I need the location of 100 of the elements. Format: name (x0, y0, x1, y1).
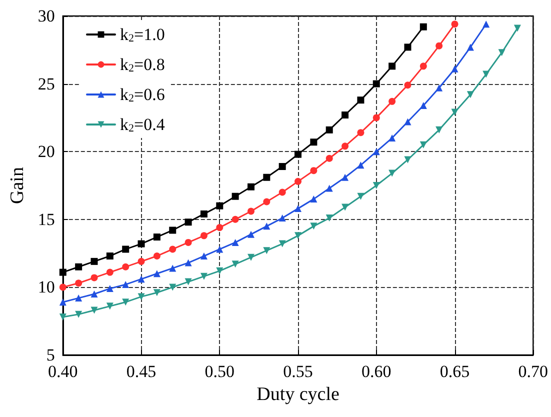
point (310, 222, 318, 230)
point (216, 202, 224, 210)
point (372, 148, 380, 156)
x-axis-title: Duty cycle (256, 384, 340, 405)
point (169, 246, 176, 253)
y-tick-label: 25 (38, 74, 55, 94)
point (169, 226, 176, 234)
point (372, 80, 380, 88)
point (59, 268, 66, 276)
point (357, 162, 364, 169)
point (59, 298, 66, 306)
point (184, 238, 192, 246)
point (342, 142, 349, 150)
point (153, 234, 160, 241)
point (326, 184, 333, 192)
point (342, 111, 349, 118)
point (122, 246, 130, 253)
point (278, 188, 286, 196)
point (247, 183, 254, 190)
y-axis-title: Gain (7, 166, 28, 204)
y-tick-label: 20 (38, 142, 55, 162)
point (138, 293, 145, 300)
point (420, 62, 427, 70)
point (184, 259, 192, 266)
point (90, 274, 98, 282)
point (404, 118, 412, 126)
point (232, 238, 239, 246)
x-tick-label: 0.60 (362, 362, 392, 381)
point (106, 302, 114, 310)
point (388, 98, 396, 105)
point (200, 252, 208, 260)
point (200, 232, 208, 240)
point (436, 126, 443, 134)
point (342, 204, 349, 211)
point (436, 84, 443, 92)
point (451, 108, 458, 116)
x-tick-label: 0.55 (283, 362, 313, 381)
point (278, 240, 286, 248)
x-tick-label: 0.65 (440, 362, 470, 381)
point (122, 263, 130, 270)
point (294, 232, 302, 240)
point (278, 163, 286, 170)
x-tick-label: 0.45 (126, 362, 156, 381)
point (263, 222, 270, 230)
point (420, 102, 427, 109)
point (184, 218, 192, 226)
point (451, 65, 458, 72)
point (278, 214, 286, 222)
point (514, 24, 521, 32)
point (326, 214, 333, 222)
point (216, 246, 224, 253)
point (372, 114, 380, 122)
point (263, 174, 270, 181)
point (420, 23, 427, 30)
point (263, 247, 270, 254)
y-tick-label: 10 (38, 278, 55, 297)
x-tick-label: 0.70 (518, 362, 548, 381)
point (200, 210, 208, 218)
point (232, 192, 239, 200)
point (404, 44, 412, 51)
point (404, 156, 412, 164)
point (232, 216, 239, 223)
y-tick-label: 5 (46, 346, 55, 364)
point (451, 20, 458, 28)
point (357, 192, 364, 200)
point (216, 267, 224, 274)
point (75, 310, 82, 318)
point (404, 82, 412, 89)
point (388, 62, 396, 70)
point (153, 289, 160, 296)
point (263, 198, 270, 206)
point (153, 252, 160, 260)
point (294, 150, 302, 158)
point (138, 240, 145, 248)
point (482, 70, 490, 78)
point (310, 167, 318, 174)
point (138, 276, 145, 283)
point (153, 270, 160, 278)
point (200, 272, 208, 280)
point (326, 126, 333, 134)
point (436, 42, 443, 50)
point (247, 254, 254, 261)
y-tick-label: 30 (38, 6, 55, 26)
point (106, 268, 114, 276)
point (90, 306, 98, 314)
point (216, 224, 224, 232)
point (169, 264, 176, 272)
point (326, 154, 333, 162)
point (90, 258, 98, 265)
point (122, 298, 130, 306)
point (388, 170, 396, 177)
point (106, 285, 114, 292)
point (247, 208, 254, 215)
point (372, 182, 380, 189)
point (59, 284, 66, 291)
point (122, 280, 130, 288)
point (75, 294, 82, 302)
point (294, 178, 302, 185)
point (357, 129, 364, 136)
point (482, 20, 490, 28)
